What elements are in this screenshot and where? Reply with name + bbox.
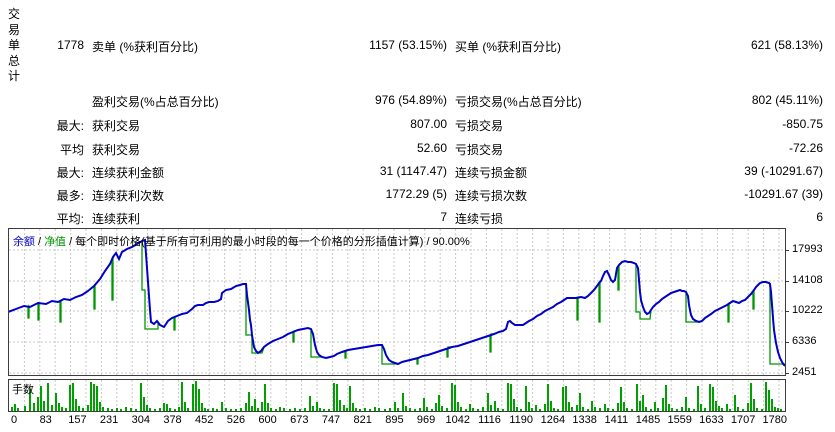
x-axis-label: 83: [39, 414, 52, 426]
metric-value: 976 (54.89%): [374, 93, 447, 107]
table-row: 最大: 获利交易 807.00 亏损交易 -850.75: [0, 117, 835, 133]
x-axis-label: 0: [10, 414, 18, 426]
metric-label: 连续获利次数: [92, 189, 165, 203]
row-prefix: 平均:: [56, 212, 84, 226]
metric-value: -850.75: [782, 117, 823, 131]
y-axis-label: 10222: [792, 304, 823, 316]
metric-label: 亏损交易: [455, 143, 504, 157]
lots-bars: [11, 380, 782, 411]
metric-value: 1157 (53.15%): [369, 38, 447, 52]
metric-label: 连续亏损次数: [455, 189, 528, 203]
row-prefix: 平均: [59, 143, 84, 157]
table-row: 平均: 连续获利 7 连续亏损 6: [0, 210, 835, 226]
equity-curve: [9, 229, 785, 375]
x-axis-label: 1633: [699, 414, 724, 426]
lots-histogram[interactable]: 手数: [8, 379, 786, 412]
total-trades-row-header: 交易单总计: [8, 7, 21, 83]
metric-label: 卖单 (%获利百分比): [92, 40, 198, 54]
metric-value: 1772.29 (5): [385, 187, 447, 201]
x-axis-label: 378: [163, 414, 182, 426]
legend-modelling-quality: 90.00%: [432, 236, 470, 248]
table-row: 平均 获利交易 52.60 亏损交易 -72.26: [0, 141, 835, 157]
metric-value: 621 (58.13%): [750, 38, 823, 52]
metric-value: 7: [440, 210, 447, 224]
x-axis-label: 1264: [540, 414, 566, 426]
balance-equity-chart[interactable]: 余额 / 净值 / 每个即时价格(基于所有可利用的最小时段的每一个价格的分形插值计算) /…: [8, 228, 786, 376]
x-axis-label: 526: [226, 414, 246, 426]
metric-label: 亏损交易: [455, 119, 504, 133]
y-axis-tick: [785, 342, 789, 343]
metric-value: 1778: [57, 38, 84, 52]
x-axis-label: 969: [416, 414, 436, 426]
y-axis-label: 2451: [792, 366, 817, 378]
metric-label: 买单 (%获利百分比): [455, 40, 561, 54]
legend-separator: /: [38, 236, 42, 248]
x-axis-label: 1485: [635, 414, 661, 426]
metric-label: 盈利交易(%占总百分比): [92, 95, 219, 109]
x-axis-label: 157: [68, 414, 87, 426]
metric-label: 连续获利金额: [92, 166, 165, 180]
metric-value: -10291.67 (39): [744, 187, 823, 201]
metric-value: 39 (-10291.67): [744, 164, 823, 178]
table-row: 1778 卖单 (%获利百分比) 1157 (53.15%) 买单 (%获利百分…: [0, 38, 835, 54]
x-axis-label: 1411: [604, 414, 629, 426]
metric-label: 获利交易: [92, 143, 141, 157]
x-axis-label: 304: [131, 414, 150, 426]
x-axis-label: 1190: [509, 414, 534, 426]
y-axis-tick: [785, 311, 789, 312]
x-axis-label: 1338: [572, 414, 597, 426]
y-axis-label: 14108: [792, 274, 823, 286]
legend-model: 每个即时价格(基于所有可利用的最小时段的每一个价格的分形插值计算): [75, 236, 424, 248]
table-row: 最大: 连续获利金额 31 (1147.47) 连续亏损金额 39 (-1029…: [0, 164, 835, 180]
x-axis-label: 1707: [730, 414, 756, 426]
legend-separator: /: [69, 236, 73, 248]
x-axis-label: 895: [385, 414, 404, 426]
y-axis-tick: [785, 373, 789, 374]
metric-label: 亏损交易(%占总百分比): [455, 95, 582, 109]
x-axis-label: 747: [321, 414, 341, 426]
metric-value: 807.00: [410, 117, 447, 131]
legend-balance: 余额: [13, 236, 35, 248]
x-axis-label: 600: [258, 414, 277, 426]
metric-label: 获利交易: [92, 119, 141, 133]
y-axis-tick: [785, 250, 789, 251]
row-prefix: 最多:: [56, 189, 84, 203]
chart-legend: 余额 / 净值 / 每个即时价格(基于所有可利用的最小时段的每一个价格的分形插值计算) /…: [13, 233, 470, 249]
metric-value: 6: [816, 210, 823, 224]
metric-label: 连续亏损金额: [455, 166, 528, 180]
x-axis-label: 1042: [445, 414, 471, 426]
x-axis-label: 1116: [478, 414, 501, 426]
lots-axis-title: 手数: [12, 384, 34, 396]
table-row: 盈利交易(%占总百分比) 976 (54.89%) 亏损交易(%占总百分比) 8…: [0, 93, 835, 109]
y-axis-tick: [785, 281, 789, 282]
metric-value: -72.26: [788, 141, 823, 155]
x-axis-label: 821: [353, 414, 372, 426]
x-axis-label: 231: [99, 414, 119, 426]
y-axis-label: 6336: [792, 335, 817, 347]
row-prefix: 最大:: [56, 166, 84, 180]
metric-value: 31 (1147.47): [379, 164, 447, 178]
metric-label: 连续获利: [92, 212, 141, 226]
y-axis-label: 17993: [792, 243, 823, 255]
metric-value: 802 (45.11%): [751, 93, 823, 107]
tester-graph: 余额 / 净值 / 每个即时价格(基于所有可利用的最小时段的每一个价格的分形插值计算) /…: [8, 228, 835, 428]
metric-value: 52.60: [416, 141, 447, 155]
x-axis-label: 673: [290, 414, 309, 426]
row-prefix: 最大:: [56, 119, 84, 133]
table-row: 最多: 连续获利次数 1772.29 (5) 连续亏损次数 -10291.67 …: [0, 187, 835, 203]
legend-separator: /: [426, 236, 430, 248]
metric-label: 连续亏损: [455, 212, 504, 226]
x-axis-label: 1780: [762, 414, 788, 426]
x-axis-label: 452: [195, 414, 214, 426]
legend-equity: 净值: [44, 236, 67, 248]
x-axis-label: 1559: [667, 414, 692, 426]
